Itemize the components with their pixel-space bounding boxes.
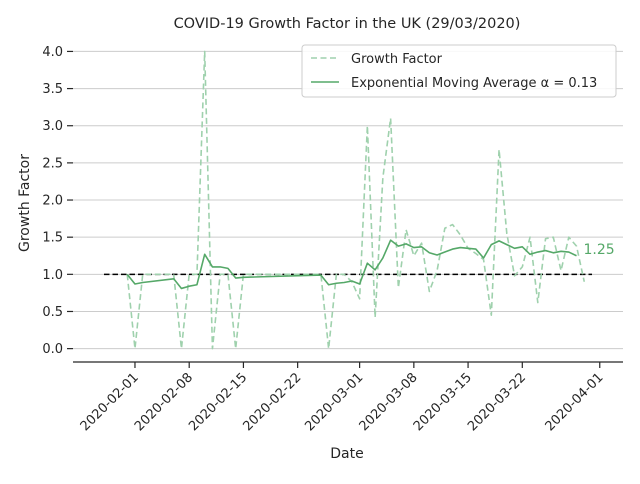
x-axis-label: Date — [330, 446, 363, 462]
legend-entry-ema: Exponential Moving Average α = 0.13 — [351, 76, 597, 91]
y-tick-label: 2.0 — [42, 194, 63, 209]
x-tick-label: 2020-04-01 — [543, 370, 607, 434]
x-tick-label: 2020-03-22 — [465, 370, 529, 434]
y-tick-label: 1.0 — [42, 268, 63, 283]
x-tick-label: 2020-02-22 — [240, 370, 304, 434]
ema-line — [126, 239, 577, 290]
chart-title: COVID-19 Growth Factor in the UK (29/03/… — [174, 16, 521, 32]
chart-legend: Growth Factor Exponential Moving Average… — [301, 44, 617, 98]
y-tick-label: 4.0 — [42, 45, 63, 60]
y-tick-label: 0.5 — [42, 305, 63, 320]
series-layer — [103, 50, 593, 350]
y-tick-label: 3.5 — [42, 82, 63, 97]
y-tick-label: 3.0 — [42, 119, 63, 134]
growth-factor-line — [126, 50, 586, 350]
y-tick-label: 0.0 — [42, 342, 63, 357]
legend-box — [301, 44, 617, 98]
y-tick-label: 1.5 — [42, 231, 63, 246]
axes-layer: 0.00.51.01.52.02.53.03.54.02020-02-01202… — [42, 45, 623, 434]
labels-layer: COVID-19 Growth Factor in the UK (29/03/… — [17, 16, 615, 462]
legend-entry-growth-factor: Growth Factor — [351, 52, 443, 67]
y-axis-label: Growth Factor — [17, 154, 33, 252]
y-tick-label: 2.5 — [42, 156, 63, 171]
end-value-annotation: 1.25 — [584, 242, 615, 258]
